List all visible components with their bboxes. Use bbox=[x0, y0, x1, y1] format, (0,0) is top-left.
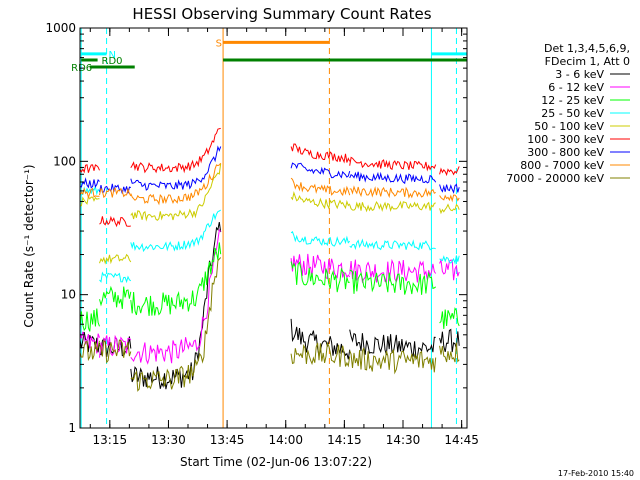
series-12-to-25keV bbox=[79, 242, 460, 332]
legend-label: 25 - 50 keV bbox=[541, 107, 604, 120]
series-line bbox=[130, 162, 222, 206]
y-tick-label: 100 bbox=[53, 154, 76, 168]
series-line bbox=[99, 334, 132, 358]
series-line bbox=[290, 143, 351, 164]
legend-label: 6 - 12 keV bbox=[548, 81, 604, 94]
flag-label: S bbox=[216, 38, 222, 49]
series-line bbox=[99, 187, 132, 199]
legend-header-line-1: Det 1,3,4,5,6,9, bbox=[544, 42, 630, 55]
legend-label: 7000 - 20000 keV bbox=[506, 172, 604, 185]
series-100-to-300keV bbox=[79, 127, 460, 228]
flag-label: RD0 bbox=[102, 56, 123, 67]
x-tick-label: 14:15 bbox=[327, 433, 362, 447]
series-line bbox=[349, 258, 437, 284]
y-tick-label: 1 bbox=[68, 421, 76, 435]
legend: Det 1,3,4,5,6,9, FDecim 1, Att 0 3 - 6 k… bbox=[506, 42, 630, 185]
series-line bbox=[290, 177, 351, 197]
series-50-to-100keV bbox=[79, 163, 460, 265]
series-line bbox=[290, 190, 351, 210]
series-line bbox=[99, 253, 132, 265]
series-line bbox=[130, 163, 222, 222]
series-line bbox=[79, 308, 100, 332]
series-line bbox=[99, 285, 132, 309]
series-line bbox=[290, 162, 351, 179]
series-line bbox=[349, 185, 436, 199]
series-line bbox=[290, 318, 351, 360]
y-tick-label: 10 bbox=[61, 288, 76, 302]
x-tick-label: 13:45 bbox=[210, 433, 245, 447]
x-tick-label: 14:45 bbox=[444, 433, 479, 447]
legend-label: 300 - 800 keV bbox=[527, 146, 604, 159]
series-line bbox=[130, 228, 222, 365]
x-axis: 13:15 13:30 13:45 14:00 14:15 14:30 14:45 bbox=[89, 28, 479, 447]
x-tick-label: 14:00 bbox=[268, 433, 303, 447]
series-line bbox=[439, 166, 460, 177]
x-tick-label: 14:30 bbox=[386, 433, 421, 447]
series-line bbox=[439, 183, 460, 194]
series-line bbox=[99, 183, 131, 194]
series-3-to-6keV bbox=[79, 222, 460, 390]
legend-label: 800 - 7000 keV bbox=[520, 159, 604, 172]
series-line bbox=[349, 238, 436, 251]
series-line bbox=[79, 177, 100, 189]
series-line bbox=[349, 347, 437, 375]
series-line bbox=[439, 203, 460, 215]
series-300-to-800keV bbox=[79, 145, 460, 194]
footer-date: 17-Feb-2010 15:40 bbox=[558, 469, 634, 478]
series-line bbox=[290, 253, 351, 280]
y-axis: 1 10 100 1000 bbox=[45, 21, 467, 435]
legend-header-line-2: FDecim 1, Att 0 bbox=[545, 55, 630, 68]
legend-label: 12 - 25 keV bbox=[541, 94, 604, 107]
x-axis-label: Start Time (02-Jun-06 13:07:22) bbox=[180, 455, 372, 469]
series-line bbox=[349, 269, 437, 295]
series-800-to-7000keV bbox=[79, 162, 460, 206]
series-line bbox=[290, 261, 350, 293]
series-25-to-50keV bbox=[79, 185, 460, 284]
series-line bbox=[79, 331, 100, 353]
series-line bbox=[130, 257, 222, 392]
legend-label: 50 - 100 keV bbox=[534, 120, 604, 133]
y-tick-label: 1000 bbox=[45, 21, 76, 35]
chart-title: HESSI Observing Summary Count Rates bbox=[132, 5, 431, 23]
series-7000-to-20000keV bbox=[79, 257, 460, 392]
x-tick-label: 13:15 bbox=[93, 433, 128, 447]
series-line bbox=[130, 127, 221, 174]
series-line bbox=[99, 339, 132, 364]
series-line bbox=[79, 187, 100, 200]
series-line bbox=[79, 195, 100, 207]
y-axis-label: Count Rate (s⁻¹ detector⁻¹) bbox=[22, 164, 36, 327]
flag-label: N bbox=[109, 50, 116, 61]
series-line bbox=[439, 255, 460, 265]
series-line bbox=[439, 342, 460, 363]
series-line bbox=[349, 156, 437, 172]
plot-frame bbox=[79, 27, 468, 429]
series-line bbox=[439, 307, 460, 329]
x-tick-label: 13:30 bbox=[151, 433, 186, 447]
series-line bbox=[130, 242, 222, 316]
series-line bbox=[130, 222, 222, 390]
legend-label: 100 - 300 keV bbox=[527, 133, 604, 146]
series-line bbox=[290, 341, 351, 368]
series-line bbox=[439, 194, 460, 203]
series-line bbox=[290, 231, 351, 247]
series-line bbox=[130, 145, 222, 191]
legend-label: 3 - 6 keV bbox=[555, 68, 604, 81]
series-line bbox=[79, 164, 100, 174]
series-line bbox=[349, 171, 437, 185]
series-line bbox=[99, 271, 132, 284]
series-line bbox=[349, 200, 436, 213]
series-line bbox=[79, 340, 100, 362]
series-line bbox=[99, 215, 131, 228]
series-line bbox=[130, 209, 221, 253]
